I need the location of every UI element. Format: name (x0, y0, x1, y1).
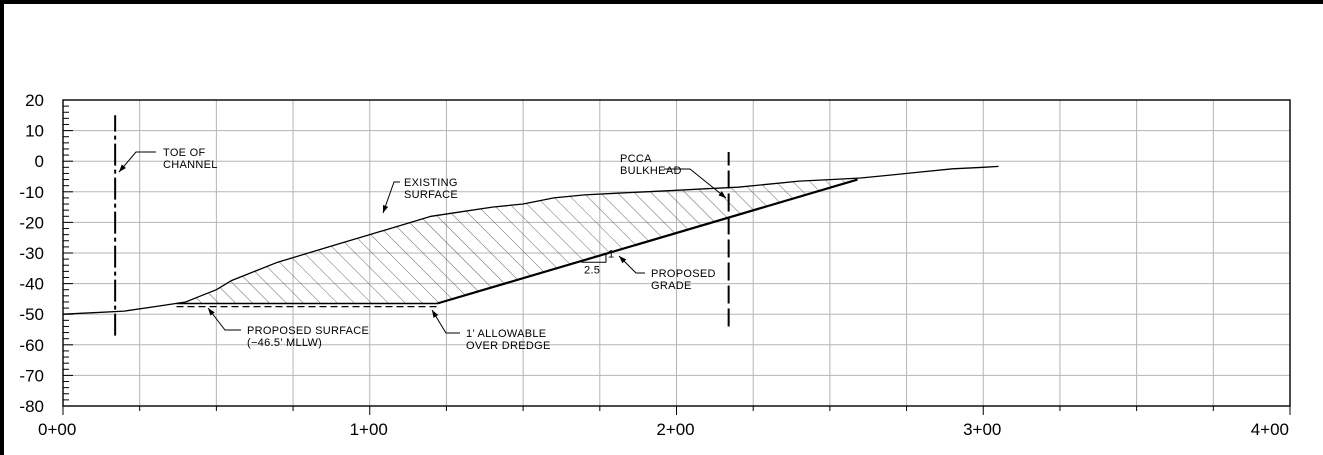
cut-area-hatch (176, 179, 858, 304)
y-tick-label: -80 (19, 397, 44, 416)
y-tick-label: -70 (19, 366, 44, 385)
profile-lines (62, 165, 999, 315)
x-tick-label: 3+00 (963, 420, 1001, 439)
existing-surface-label: EXISTING (404, 177, 458, 189)
pcca-arrow (718, 191, 726, 198)
proposed-surface-label: PROPOSED SURFACE (247, 325, 369, 337)
tick-labels: 0+00 1+00 2+00 3+00 4+00 20 10 0 -10 -20 -30 -40 -50… (19, 91, 1289, 439)
overdredge-leader (431, 309, 460, 334)
y-tick-label: -40 (19, 275, 44, 294)
proposed-surface-label: (−46.5’ MLLW) (247, 337, 322, 349)
proposed-grade-line (436, 178, 858, 305)
overdredge-arrow (432, 310, 439, 318)
pcca-leader (664, 168, 727, 199)
toe-arrow (119, 164, 126, 172)
y-tick-label: -30 (19, 244, 44, 263)
toe-of-channel-label: TOE OF (163, 147, 206, 159)
existing-surface-label: SURFACE (404, 189, 458, 201)
y-tick-label: 0 (35, 152, 44, 171)
existing-arrow (382, 205, 389, 213)
over-dredge-label: 1’ ALLOWABLE (466, 328, 546, 340)
y-tick-label: -10 (19, 183, 44, 202)
surface-leader (207, 307, 241, 331)
y-tick-label: 20 (25, 91, 44, 110)
axis-frame (62, 99, 1291, 415)
station-markers (114, 115, 730, 336)
y-tick-label: -20 (19, 213, 44, 232)
slope-run-label: 2.5 (584, 265, 600, 277)
toe-of-channel-label: CHANNEL (163, 159, 218, 171)
proposed-grade-label: PROPOSED (651, 268, 716, 280)
slope-rise-label: 1 (608, 248, 614, 260)
pcca-bulkhead-label: BULKHEAD (620, 165, 682, 177)
grid-lines (63, 100, 1290, 406)
proposed-grade-label: GRADE (651, 280, 692, 292)
x-tick-label: 2+00 (656, 420, 694, 439)
cut-area (176, 179, 858, 304)
toe-leader (118, 151, 156, 173)
y-tick-label: 10 (25, 122, 44, 141)
x-tick-label: 0+00 (38, 420, 76, 439)
existing-leader (382, 181, 400, 214)
y-tick-label: -50 (19, 305, 44, 324)
grade-arrow (619, 256, 627, 264)
over-dredge-label: OVER DREDGE (466, 340, 551, 352)
existing-surface-line (62, 165, 999, 315)
x-tick-label: 4+00 (1251, 420, 1289, 439)
surface-arrow (208, 308, 215, 316)
pcca-bulkhead-label: PCCA (620, 153, 652, 165)
x-tick-label: 1+00 (350, 420, 388, 439)
y-tick-label: -60 (19, 336, 44, 355)
grade-leader (618, 255, 645, 274)
slope-triangle (581, 252, 607, 263)
